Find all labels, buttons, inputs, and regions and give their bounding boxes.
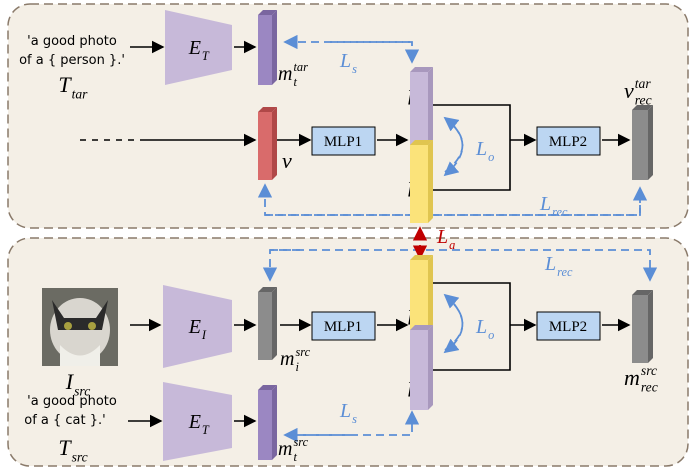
feature-block: [258, 292, 272, 360]
symbol-sub: o: [488, 150, 494, 164]
feature-block: [648, 290, 653, 363]
symbol-base: L: [475, 316, 487, 338]
cat-image: [42, 288, 118, 366]
symbol-sub: a: [449, 238, 455, 252]
feature-block: [258, 112, 272, 180]
symbol-base: L: [539, 193, 551, 215]
symbol-sub: rec: [557, 265, 573, 279]
feature-block: [410, 145, 428, 223]
symbol: mrec src: [624, 363, 658, 395]
symbol-sub: t: [293, 75, 297, 89]
symbol-base: E: [188, 37, 201, 59]
symbol-sup: src: [293, 435, 308, 449]
feature-block: [410, 72, 428, 145]
feature-block: [272, 10, 277, 85]
symbol-sub: i: [295, 360, 299, 374]
feature-block: [428, 255, 433, 330]
symbol-sub: I: [201, 328, 207, 342]
symbol-base: L: [436, 226, 448, 248]
symbol-sub: T: [202, 49, 210, 63]
label: of a { person }.': [19, 53, 125, 68]
symbol-sub: t: [293, 450, 297, 464]
feature-block: [648, 105, 653, 180]
feature-block: [258, 15, 272, 85]
symbol-sub: s: [352, 412, 357, 426]
feature-block: [632, 110, 648, 180]
symbol: vrectar: [624, 76, 652, 108]
symbol-base: m: [624, 365, 640, 390]
label: MLP2: [549, 319, 587, 335]
feature-block: [258, 390, 272, 460]
label: MLP1: [324, 319, 362, 335]
feature-block: [272, 385, 277, 460]
symbol-base: v: [624, 78, 634, 103]
feature-block: [272, 107, 277, 180]
symbol-sub: s: [352, 62, 357, 76]
symbol-sub: tar: [72, 87, 89, 102]
feature-block: [410, 260, 428, 330]
symbol-sub: o: [488, 328, 494, 342]
label: MLP1: [324, 134, 362, 150]
symbol-base: E: [188, 411, 201, 433]
symbol: v: [282, 148, 292, 173]
symbol-sub: src: [72, 450, 88, 465]
feature-block: [410, 330, 428, 410]
symbol-sup: src: [295, 345, 310, 359]
label: of a { cat }.': [24, 413, 106, 428]
feature-block: [272, 287, 277, 360]
label: 'a good photo: [27, 34, 117, 49]
symbol-sub: rec: [552, 205, 568, 219]
label: MLP2: [549, 134, 587, 150]
symbol-base: T: [58, 72, 72, 97]
symbol-base: m: [280, 348, 294, 370]
diagram: 'a good photoof a { person }.'TtarETmtta…: [0, 0, 697, 473]
feature-block: [428, 325, 433, 410]
symbol-base: L: [544, 253, 556, 275]
symbol-sub: T: [202, 423, 210, 437]
feature-block: [632, 295, 648, 363]
symbol-sup: tar: [635, 76, 652, 91]
symbol-base: T: [58, 435, 72, 460]
symbol-base: L: [475, 138, 487, 160]
feature-block: [428, 67, 433, 145]
symbol-base: v: [282, 148, 292, 173]
symbol-sup: src: [641, 363, 657, 378]
symbol-base: E: [188, 316, 201, 338]
symbol-base: m: [278, 63, 292, 85]
symbol-base: m: [278, 438, 292, 460]
symbol-sub: rec: [641, 380, 658, 395]
symbol-base: L: [339, 50, 351, 72]
symbol-base: L: [339, 400, 351, 422]
label: 'a good photo: [27, 394, 117, 409]
symbol-sup: tar: [293, 60, 308, 74]
feature-block: [428, 140, 433, 223]
